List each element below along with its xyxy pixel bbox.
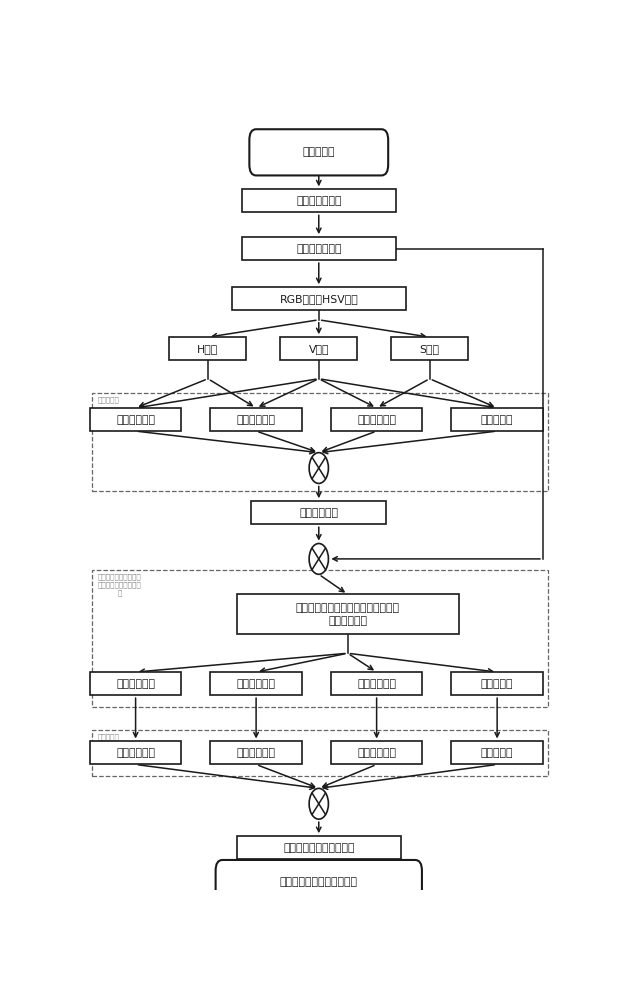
Bar xyxy=(210,741,302,764)
Text: RGB空间转HSV空间: RGB空间转HSV空间 xyxy=(279,294,358,304)
Bar xyxy=(90,741,182,764)
Text: 滤波算去噪: 滤波算去噪 xyxy=(98,733,120,740)
Text: 葵花仁区域图: 葵花仁区域图 xyxy=(116,679,155,689)
Circle shape xyxy=(309,788,328,819)
Text: 形态学区域图: 形态学区域图 xyxy=(357,679,396,689)
Text: 启动脱壳机: 启动脱壳机 xyxy=(302,147,335,157)
Text: V分量: V分量 xyxy=(309,344,329,354)
Text: S分量: S分量 xyxy=(420,344,440,354)
Bar xyxy=(241,237,396,260)
Text: 对原始图像进行分割并
得到各部分二值化区域
图: 对原始图像进行分割并 得到各部分二值化区域 图 xyxy=(98,574,142,596)
Bar xyxy=(331,408,422,431)
Text: 标志图形成: 标志图形成 xyxy=(98,396,120,403)
Text: 摄像头采集图像: 摄像头采集图像 xyxy=(296,196,341,206)
Bar xyxy=(232,287,406,310)
Text: H分量: H分量 xyxy=(197,344,218,354)
Bar xyxy=(251,501,386,524)
Bar xyxy=(92,570,548,707)
Text: 目标像素统计得出脱壳率: 目标像素统计得出脱壳率 xyxy=(283,843,355,853)
Bar xyxy=(210,408,302,431)
Text: 葵花籽去噪图: 葵花籽去噪图 xyxy=(236,748,276,758)
Text: 葵花籽区域图: 葵花籽区域图 xyxy=(236,679,276,689)
Circle shape xyxy=(309,544,328,574)
FancyBboxPatch shape xyxy=(216,860,422,905)
Text: 孔洞区域图: 孔洞区域图 xyxy=(481,679,513,689)
Text: 目标总标志图: 目标总标志图 xyxy=(299,508,338,518)
Text: 孔洞去噪图: 孔洞去噪图 xyxy=(481,748,513,758)
Bar xyxy=(331,672,422,695)
Text: 孔洞标志图: 孔洞标志图 xyxy=(481,415,513,425)
Bar xyxy=(331,741,422,764)
Bar xyxy=(241,189,396,212)
Text: 形态学梯度图: 形态学梯度图 xyxy=(357,415,396,425)
Bar xyxy=(90,672,182,695)
FancyBboxPatch shape xyxy=(249,129,388,175)
Bar xyxy=(92,730,548,776)
Bar xyxy=(452,741,543,764)
Bar xyxy=(237,594,458,634)
Text: 葵花仁标志图: 葵花仁标志图 xyxy=(116,415,155,425)
Bar xyxy=(90,408,182,431)
Text: 调整振动电机和筛面的角度: 调整振动电机和筛面的角度 xyxy=(280,877,358,887)
Text: 总标志图引导分水岭算法对原始图像
进行图像分割: 总标志图引导分水岭算法对原始图像 进行图像分割 xyxy=(295,603,400,626)
Bar xyxy=(452,408,543,431)
Bar xyxy=(391,337,468,360)
Bar xyxy=(169,337,246,360)
Bar xyxy=(92,393,548,491)
Bar xyxy=(237,836,401,859)
Text: 中值预滤波处理: 中值预滤波处理 xyxy=(296,244,341,254)
Text: 葵花籽标志图: 葵花籽标志图 xyxy=(236,415,276,425)
Bar xyxy=(280,337,357,360)
Bar xyxy=(452,672,543,695)
Text: 葵花仁去噪图: 葵花仁去噪图 xyxy=(116,748,155,758)
Text: 形态学去噪图: 形态学去噪图 xyxy=(357,748,396,758)
Bar xyxy=(210,672,302,695)
Circle shape xyxy=(309,453,328,483)
